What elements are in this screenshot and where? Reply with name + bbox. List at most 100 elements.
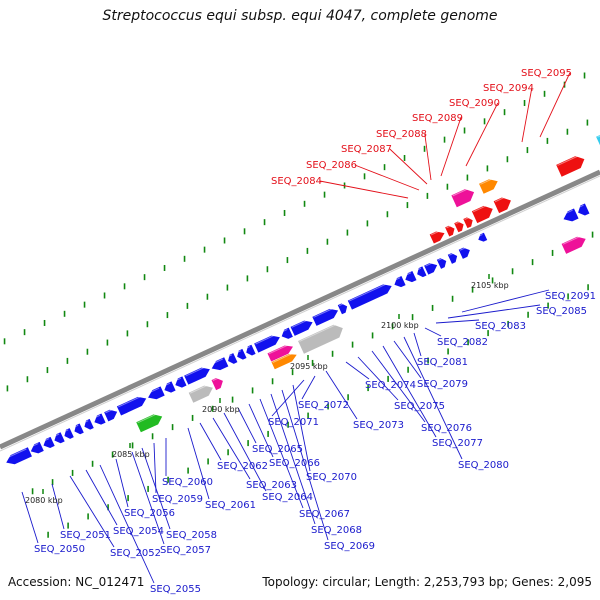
label-seq-2069: SEQ_2069 (324, 541, 375, 552)
gene-blue-inner-14-shine (210, 358, 223, 365)
label-seq-2085: SEQ_2085 (536, 306, 587, 317)
gene-blue-inner-20 (290, 318, 313, 336)
gene-blue-inner-16-shape (237, 348, 247, 360)
gene-blue-inner-11-shine (163, 382, 171, 387)
label-seq-2095: SEQ_2095 (521, 68, 572, 79)
gene-blue-inner-29-shine (448, 252, 454, 256)
gene-blue-inner-15-shine (227, 354, 233, 358)
callout-line-red-6 (521, 87, 533, 143)
gene-blue-inner-26-shine (416, 267, 422, 271)
callout-line-blue-19 (292, 384, 311, 472)
gene-blue-inner-30 (458, 246, 470, 259)
callout-line-blue-6 (131, 451, 165, 545)
gene-blue-inner-7 (93, 413, 106, 425)
gene-blue-inner-16 (236, 348, 247, 360)
gene-magenta-d-shape (451, 189, 475, 208)
gene-red-e (471, 204, 493, 224)
scale-label-4: 2100 kbp (381, 321, 419, 330)
gene-red-f-shape (493, 197, 511, 214)
gene-blue-inner-24-shine (393, 277, 401, 282)
gene-blue-inner-15 (227, 353, 238, 364)
callout-line-blue-25 (371, 350, 426, 423)
gene-blue-inner-20-shine (291, 318, 310, 328)
gene-red-a-shine (430, 229, 442, 236)
gene-blue-inner-23-shine (348, 282, 389, 302)
gene-magenta-c-shine (562, 235, 583, 245)
gene-blue-inner-3 (53, 432, 65, 444)
gene-blue-inner-2 (42, 436, 55, 449)
gene-blue-inner-3-shine (53, 433, 60, 437)
gene-blue-inner-19-shine (280, 328, 288, 333)
label-seq-2063: SEQ_2063 (246, 480, 297, 491)
label-seq-2077: SEQ_2077 (432, 438, 483, 449)
gene-blue-inner-0-shape (6, 447, 32, 465)
accession-text: Accession: NC_012471 (8, 575, 145, 589)
gene-green-shine (137, 412, 159, 424)
gene-blue-inner-21 (312, 307, 339, 326)
callout-line-red-7 (539, 72, 571, 138)
gene-blue-inner-9 (116, 395, 147, 416)
gene-blue-inner-13-shine (185, 366, 207, 377)
gene-magenta-a-shape (211, 378, 223, 391)
callout-line-red-4 (440, 117, 462, 177)
gene-blue-inner-23 (347, 282, 392, 310)
gene-red-f (493, 195, 511, 214)
gene-blue-inner-5-shine (73, 424, 79, 428)
callout-line-red-2 (389, 148, 428, 185)
gene-orange-a (271, 352, 297, 370)
label-seq-2084: SEQ_2084 (271, 176, 322, 187)
gene-magenta-b-shine (268, 343, 290, 355)
gene-blue-inner-8-shine (105, 408, 114, 414)
gene-blue-inner-21-shape (312, 308, 339, 326)
gene-blue-inner-12-shine (174, 377, 182, 382)
gene-blue-inner-12-shape (175, 376, 187, 388)
gene-red-b-shape (445, 225, 455, 237)
callout-line-blue-29 (413, 332, 422, 357)
gene-red-b-shine (446, 225, 452, 229)
gene-blue-inner-2-shine (42, 438, 50, 442)
label-seq-2070: SEQ_2070 (306, 472, 357, 483)
callout-line-blue-30 (424, 327, 442, 337)
gene-blue-inner-0-shine (5, 448, 27, 460)
label-seq-2067: SEQ_2067 (299, 509, 350, 520)
gene-grey-b (298, 323, 343, 354)
gene-blue-inner-15-shape (228, 353, 238, 364)
gene-red-d-shape (463, 217, 473, 229)
gene-red-c (454, 221, 464, 233)
callout-line-red-5 (465, 102, 499, 167)
gene-grey-b-shine (299, 323, 339, 342)
gene-blue-inner-6-shine (83, 420, 89, 424)
callout-line-blue-0 (21, 491, 39, 544)
gene-magenta-c-shape (561, 236, 586, 254)
callout-line-blue-4 (99, 464, 155, 584)
label-seq-2073: SEQ_2073 (353, 420, 404, 431)
gene-blue-inner-13-shape (184, 367, 210, 385)
gene-blue-inner-29 (447, 252, 458, 264)
gene-blue-inner-7-shine (93, 414, 101, 419)
label-seq-2088: SEQ_2088 (376, 129, 427, 140)
gene-magenta-a-shine (212, 377, 220, 382)
gene-blue-inner-5 (73, 423, 84, 435)
genome-summary-text: Topology: circular; Length: 2,253,793 bp… (262, 575, 592, 589)
gene-blue-inner-27-shine (425, 261, 434, 267)
gene-blue-inner-10-shape (148, 386, 165, 400)
label-seq-2091: SEQ_2091 (545, 291, 596, 302)
map-title: Streptococcus equi subsp. equi 4047, com… (102, 8, 498, 24)
label-seq-2075: SEQ_2075 (394, 401, 445, 412)
callout-line-blue-22 (325, 370, 358, 420)
label-seq-2061: SEQ_2061 (205, 500, 256, 511)
gene-blue-inner-27 (424, 261, 438, 275)
callout-line-blue-18 (281, 389, 329, 541)
gene-red-g (556, 154, 585, 177)
gene-blue-inner-25-shape (405, 271, 417, 283)
label-seq-2074: SEQ_2074 (365, 380, 416, 391)
gene-blue-inner-18-shape (254, 335, 280, 353)
gene-orange-a-shine (272, 352, 294, 363)
gene-grey-a-shine (189, 384, 210, 394)
label-seq-2065: SEQ_2065 (252, 444, 303, 455)
gene-blue-pair-a (562, 208, 579, 222)
gene-blue-inner-25 (404, 271, 417, 283)
label-seq-2051: SEQ_2051 (60, 530, 111, 541)
gene-blue-inner-28 (436, 257, 447, 269)
gene-red-d (463, 216, 473, 229)
